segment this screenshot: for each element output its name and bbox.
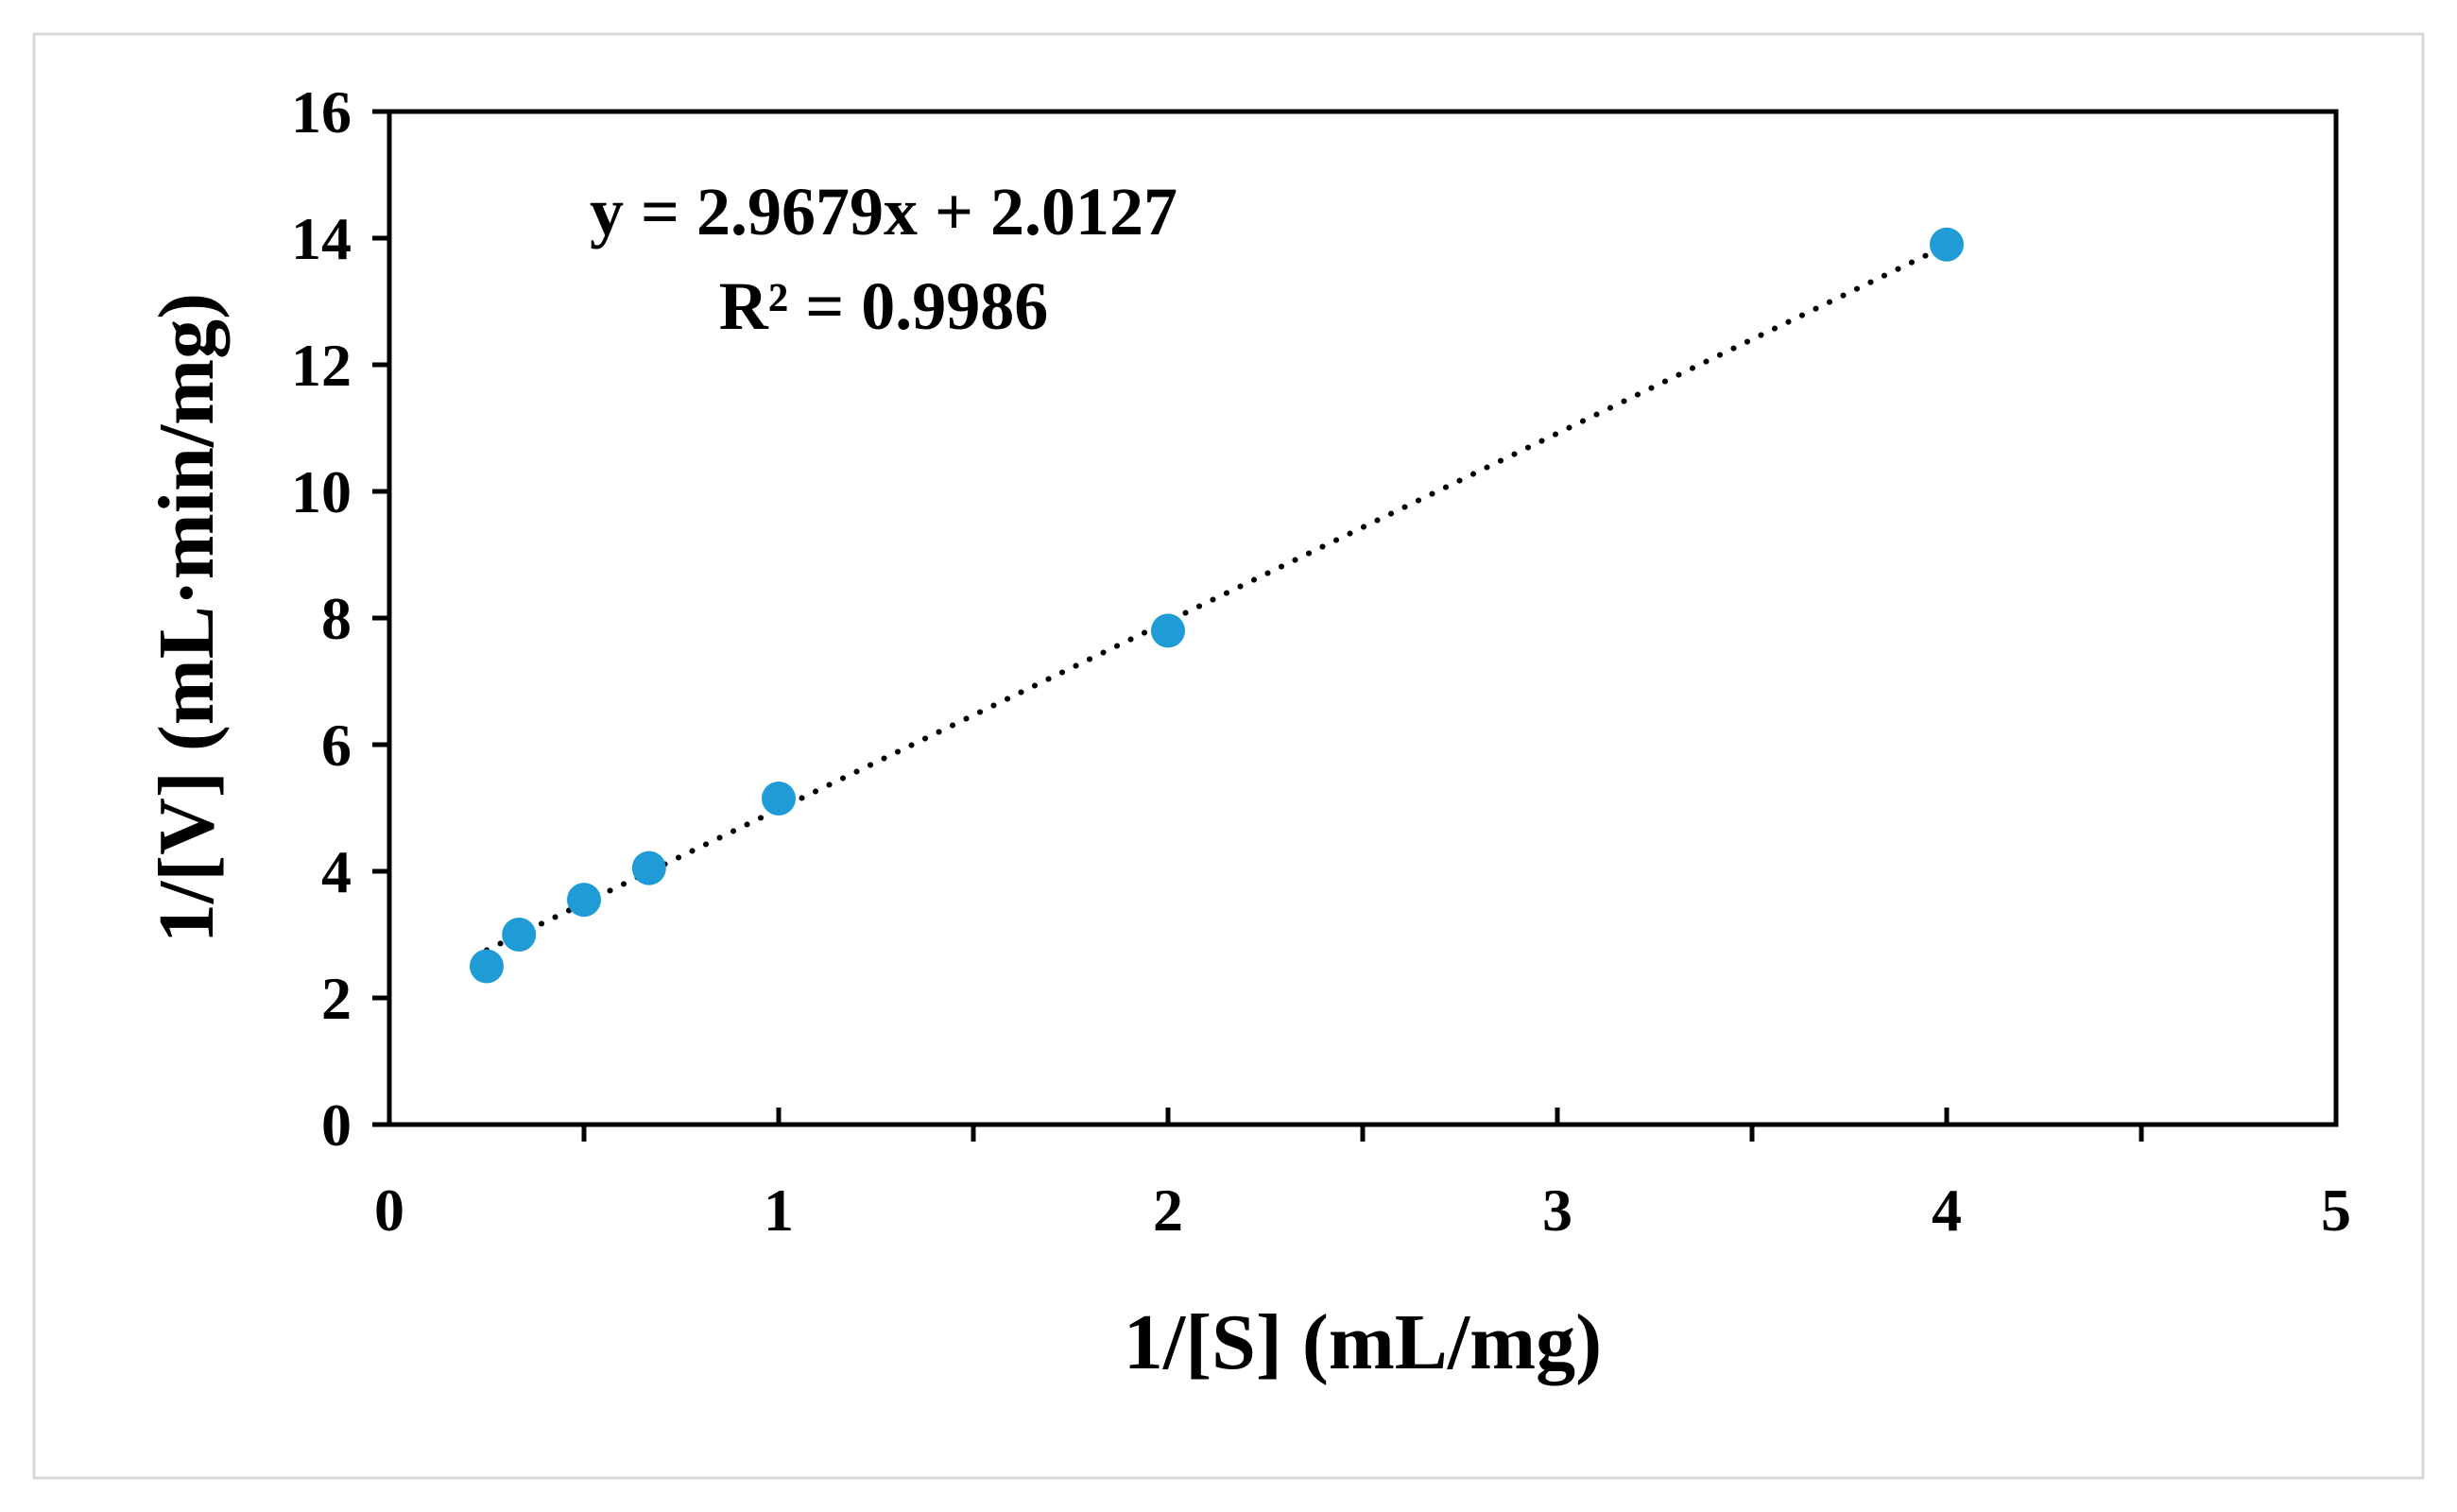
x-tick-label-4: 4 [1932, 1177, 1962, 1244]
data-point-0 [470, 949, 504, 984]
data-point-3 [631, 850, 666, 885]
data-point-6 [1930, 227, 1964, 262]
x-tick-label-1: 1 [764, 1177, 794, 1244]
y-tick-label-14: 14 [291, 205, 352, 272]
y-tick-label-8: 8 [321, 585, 352, 652]
x-tick-label-5: 5 [2321, 1177, 2351, 1244]
y-tick-label-2: 2 [321, 965, 352, 1032]
data-point-5 [1151, 613, 1185, 648]
y-tick-label-0: 0 [321, 1091, 352, 1159]
x-tick-label-0: 0 [374, 1177, 404, 1244]
data-point-2 [567, 883, 601, 918]
y-tick-label-4: 4 [321, 838, 352, 905]
y-tick-label-6: 6 [321, 712, 352, 779]
y-tick-label-10: 10 [291, 458, 352, 525]
figure-border [32, 32, 2425, 1480]
data-point-4 [762, 781, 796, 816]
trendline-equation: y = 2.9679x + 2.0127 [590, 174, 1177, 249]
y-tick-label-16: 16 [291, 78, 352, 146]
data-point-1 [502, 918, 537, 952]
y-tick-label-12: 12 [291, 332, 352, 399]
axis-ticks [372, 109, 2339, 1142]
y-axis-title: 1/[V] (mL·min/mg) [143, 293, 231, 943]
data-points [470, 227, 1964, 984]
x-tick-label-2: 2 [1153, 1177, 1183, 1244]
r-squared-label: R² = 0.9986 [719, 268, 1049, 344]
x-axis-title: 1/[S] (mL/mg) [1124, 1298, 1602, 1386]
x-tick-label-3: 3 [1542, 1177, 1572, 1244]
